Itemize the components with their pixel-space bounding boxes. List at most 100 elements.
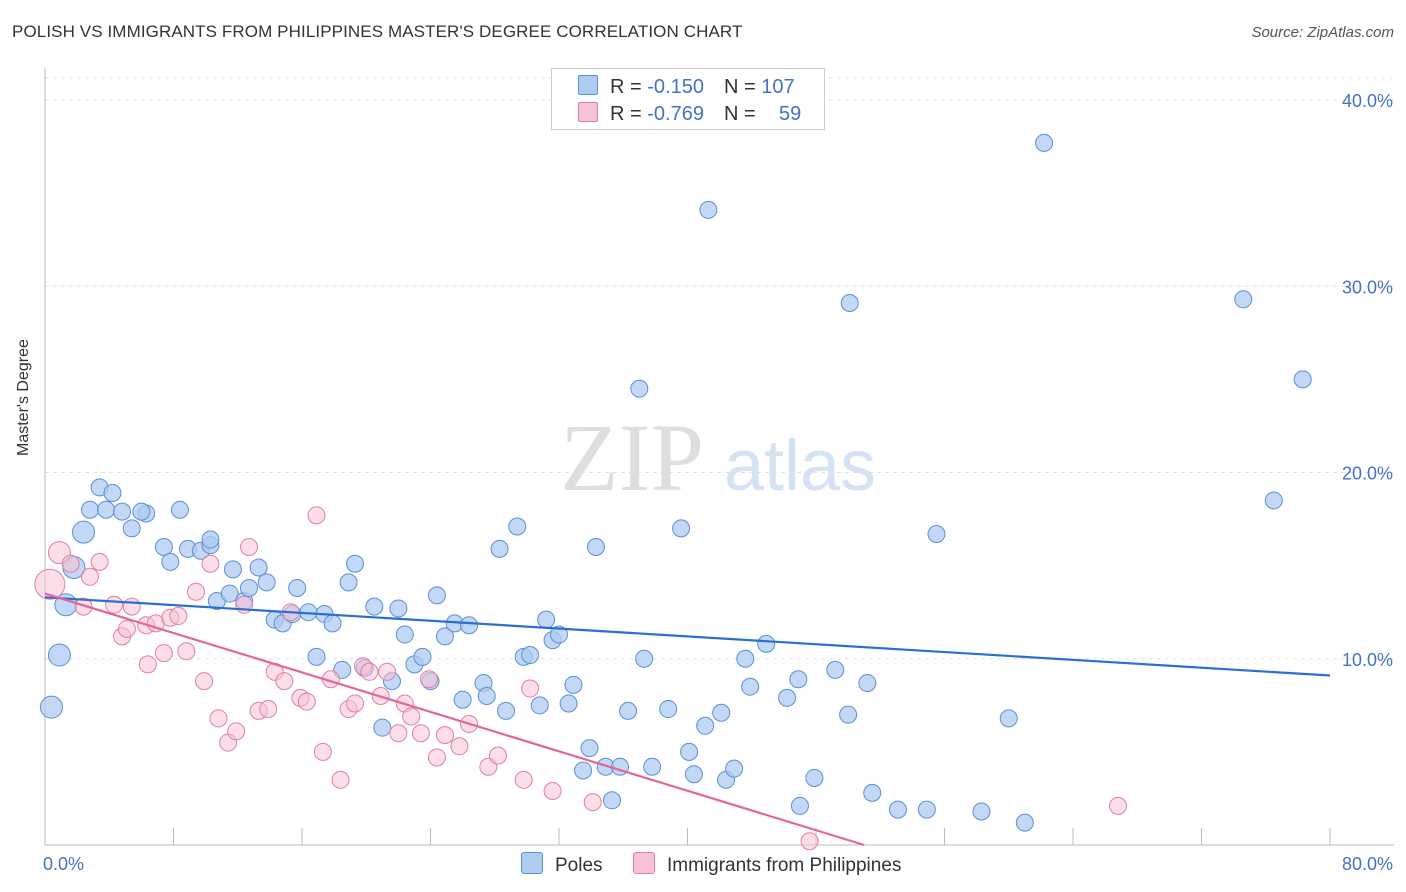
poles-point <box>39 695 63 719</box>
watermark: ZIP atlas <box>560 404 876 511</box>
poles-point <box>1264 491 1283 510</box>
philippines-legend-label: Immigrants from Philippines <box>667 855 902 876</box>
poles-point <box>630 379 649 398</box>
axes <box>44 68 1394 846</box>
bottom-legend-poles: Poles <box>521 852 603 877</box>
philippines-point <box>307 506 326 525</box>
legend-row-poles: R = -0.150 N = 107 <box>578 75 795 99</box>
tick-labels: 10.0% 20.0% 30.0% 40.0% 0.0% 80.0% <box>43 91 1393 874</box>
poles-point <box>699 200 718 219</box>
philippines-point <box>154 644 173 663</box>
philippines-point <box>138 655 157 674</box>
philippines-point <box>297 692 316 711</box>
poles-point <box>574 761 593 780</box>
y-tick-label: 40.0% <box>1342 91 1393 111</box>
legend-r-label: R = <box>610 76 648 98</box>
philippines-point <box>402 707 421 726</box>
y-tick-label: 30.0% <box>1342 277 1393 297</box>
poles-point <box>288 578 307 597</box>
poles-point <box>435 627 454 646</box>
poles-point <box>741 677 760 696</box>
poles-point <box>490 539 509 558</box>
philippines-point <box>313 742 332 761</box>
poles-point <box>972 802 991 821</box>
poles-point <box>789 670 808 689</box>
poles-point <box>778 688 797 707</box>
legend-n-value: 107 <box>761 76 795 98</box>
poles-point <box>80 500 99 519</box>
poles-point <box>132 502 151 521</box>
philippines-point <box>177 642 196 661</box>
philippines-point <box>195 672 214 691</box>
poles-point <box>559 694 578 713</box>
philippines-point <box>427 748 446 767</box>
philippines-point <box>411 724 430 743</box>
poles-legend-label: Poles <box>555 855 603 876</box>
x-tick-label-max: 80.0% <box>1342 854 1393 874</box>
poles-point <box>97 500 116 519</box>
watermark-zip: ZIP <box>560 404 704 511</box>
philippines-point <box>514 770 533 789</box>
philippines-point <box>378 662 397 681</box>
poles-point <box>323 614 342 633</box>
poles-point <box>223 560 242 579</box>
legend-r-value: -0.150 <box>647 76 704 98</box>
poles-point <box>460 616 479 635</box>
poles-point <box>103 483 122 502</box>
poles-point <box>220 584 239 603</box>
legend-r-label: R = <box>610 103 648 125</box>
philippines-point <box>61 554 80 573</box>
poles-point <box>696 716 715 735</box>
poles-point <box>453 690 472 709</box>
poles-point <box>680 742 699 761</box>
y-tick-label: 10.0% <box>1342 650 1393 670</box>
poles-swatch <box>578 75 598 95</box>
y-axis-label: Master's Degree <box>15 339 32 456</box>
philippines-point <box>331 770 350 789</box>
poles-trend-line <box>44 596 1331 677</box>
poles-point <box>257 573 276 592</box>
philippines-point <box>227 722 246 741</box>
poles-point <box>496 701 515 720</box>
poles-point <box>863 783 882 802</box>
poles-point <box>736 649 755 668</box>
poles-point <box>684 765 703 784</box>
poles-point <box>790 796 809 815</box>
poles-point <box>999 709 1018 728</box>
poles-point <box>643 757 662 776</box>
poles-point <box>72 520 96 544</box>
poles-point <box>395 625 414 644</box>
x-tick-label-min: 0.0% <box>43 854 84 874</box>
poles-point <box>1015 813 1034 832</box>
poles-point <box>888 800 907 819</box>
grid-lines <box>45 77 1394 660</box>
philippines-point <box>1108 796 1127 815</box>
poles-point <box>307 647 326 666</box>
poles-point <box>113 502 132 521</box>
philippines-point <box>488 746 507 765</box>
philippines-point <box>360 662 379 681</box>
poles-point <box>389 599 408 618</box>
poles-point <box>170 500 189 519</box>
philippines-point <box>389 724 408 743</box>
chart-title: POLISH VS IMMIGRANTS FROM PHILIPPINES MA… <box>12 22 743 41</box>
poles-point <box>122 519 141 538</box>
trend-lines <box>44 592 1331 847</box>
philippines-point <box>209 709 228 728</box>
poles-point <box>339 573 358 592</box>
poles-point <box>1035 133 1054 152</box>
philippines-point <box>201 554 220 573</box>
philippines-point <box>435 726 454 745</box>
correlation-legend: R = -0.150 N = 107 R = -0.769 N = 59 <box>551 68 825 130</box>
y-tick-label: 20.0% <box>1342 464 1393 484</box>
philippines-point <box>122 597 141 616</box>
philippines-point <box>34 568 66 600</box>
poles-point <box>927 524 946 543</box>
poles-point <box>603 791 622 810</box>
philippines-point <box>186 582 205 601</box>
philippines-point <box>169 606 188 625</box>
poles-point <box>586 538 605 556</box>
philippines-point <box>346 694 365 713</box>
poles-point <box>580 739 599 758</box>
philippines-point <box>239 538 258 556</box>
